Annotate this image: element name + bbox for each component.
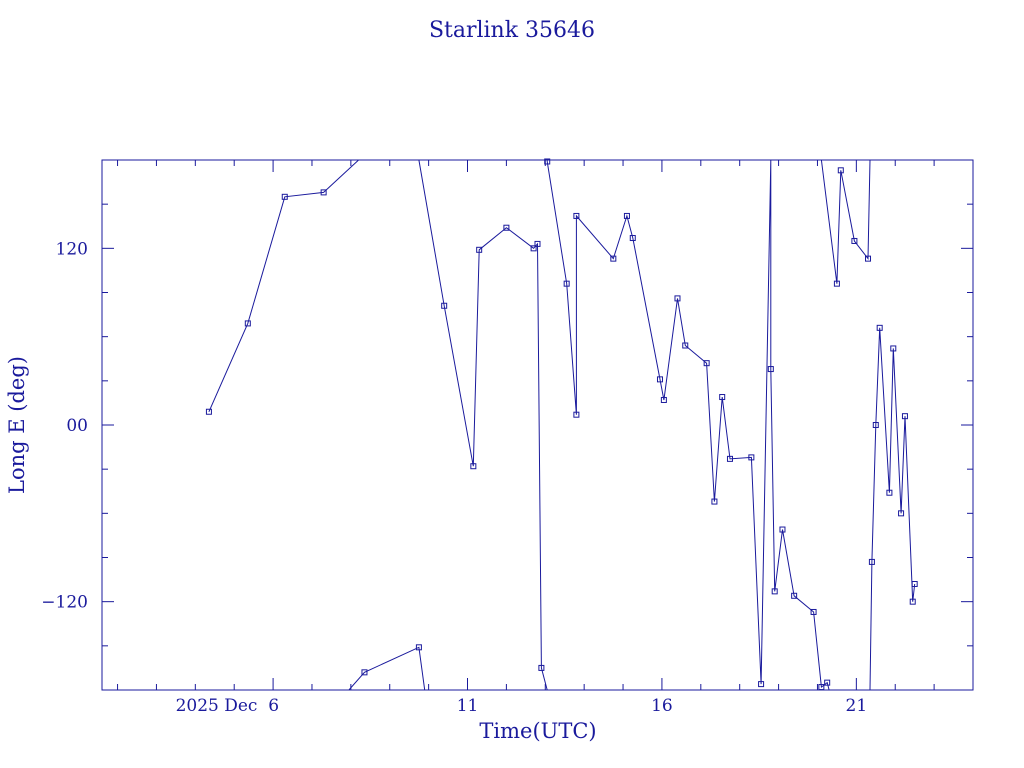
plot-border <box>101 159 974 691</box>
data-point <box>534 240 541 247</box>
data-point <box>660 396 667 403</box>
data-point <box>758 681 765 688</box>
data-point <box>901 413 908 420</box>
series-line <box>348 646 426 690</box>
data-point <box>779 526 786 533</box>
data-point <box>818 684 825 691</box>
data-point <box>890 345 897 352</box>
data-point <box>530 245 537 252</box>
data-point <box>623 212 630 219</box>
x-tick-label: 16 <box>651 696 673 716</box>
data-point <box>824 679 831 686</box>
data-point <box>909 598 916 605</box>
data-point <box>719 394 726 401</box>
series-line <box>208 160 359 413</box>
series-line <box>869 327 916 690</box>
tick-labels: 2025 Dec 6 11 16 21 120 00 −120 <box>41 239 867 716</box>
data-point <box>281 193 288 200</box>
data-point <box>726 455 733 462</box>
data-point <box>361 669 368 676</box>
data-point <box>810 608 817 615</box>
data-point <box>771 588 778 595</box>
data-point <box>476 246 483 253</box>
data-point <box>244 320 251 327</box>
data-point <box>470 463 477 470</box>
data-point <box>544 158 551 165</box>
x-tick-label: 21 <box>846 696 868 716</box>
series-line <box>418 160 548 690</box>
chart-title: Starlink 35646 <box>429 18 595 43</box>
data-point <box>573 411 580 418</box>
x-axis-label: Time(UTC) <box>479 719 596 743</box>
series-line <box>820 160 871 284</box>
data-point <box>748 454 755 461</box>
x-tick-label: 2025 Dec 6 <box>176 696 280 716</box>
plot-frame <box>101 159 974 691</box>
data-point <box>711 498 718 505</box>
data-point <box>538 664 545 671</box>
x-tick-label: 11 <box>457 696 479 716</box>
data-point <box>674 295 681 302</box>
data-point <box>656 376 663 383</box>
series-line <box>546 160 830 690</box>
data-point <box>868 558 875 565</box>
data-point <box>833 280 840 287</box>
y-axis-label: Long E (deg) <box>5 356 29 494</box>
data-point <box>791 592 798 599</box>
data-point <box>911 581 918 587</box>
data-point <box>886 489 893 496</box>
data-point <box>320 189 327 196</box>
data-series <box>205 158 918 691</box>
axis-ticks <box>102 160 974 690</box>
data-point <box>573 212 580 219</box>
y-tick-label: 120 <box>56 239 88 259</box>
data-point <box>503 224 510 231</box>
data-point <box>898 510 905 517</box>
data-point <box>610 255 617 262</box>
data-point <box>682 342 689 349</box>
data-point <box>415 644 422 651</box>
data-point <box>876 324 883 331</box>
data-point <box>851 237 858 244</box>
data-point <box>872 422 879 428</box>
data-point <box>703 360 710 367</box>
data-point <box>205 408 212 415</box>
y-tick-label: 00 <box>66 416 88 436</box>
data-point <box>563 280 570 287</box>
data-point <box>767 366 774 373</box>
data-point <box>629 235 636 242</box>
data-point <box>865 255 872 262</box>
data-point <box>441 302 448 309</box>
data-point <box>837 167 844 174</box>
y-tick-label: −120 <box>41 593 88 613</box>
